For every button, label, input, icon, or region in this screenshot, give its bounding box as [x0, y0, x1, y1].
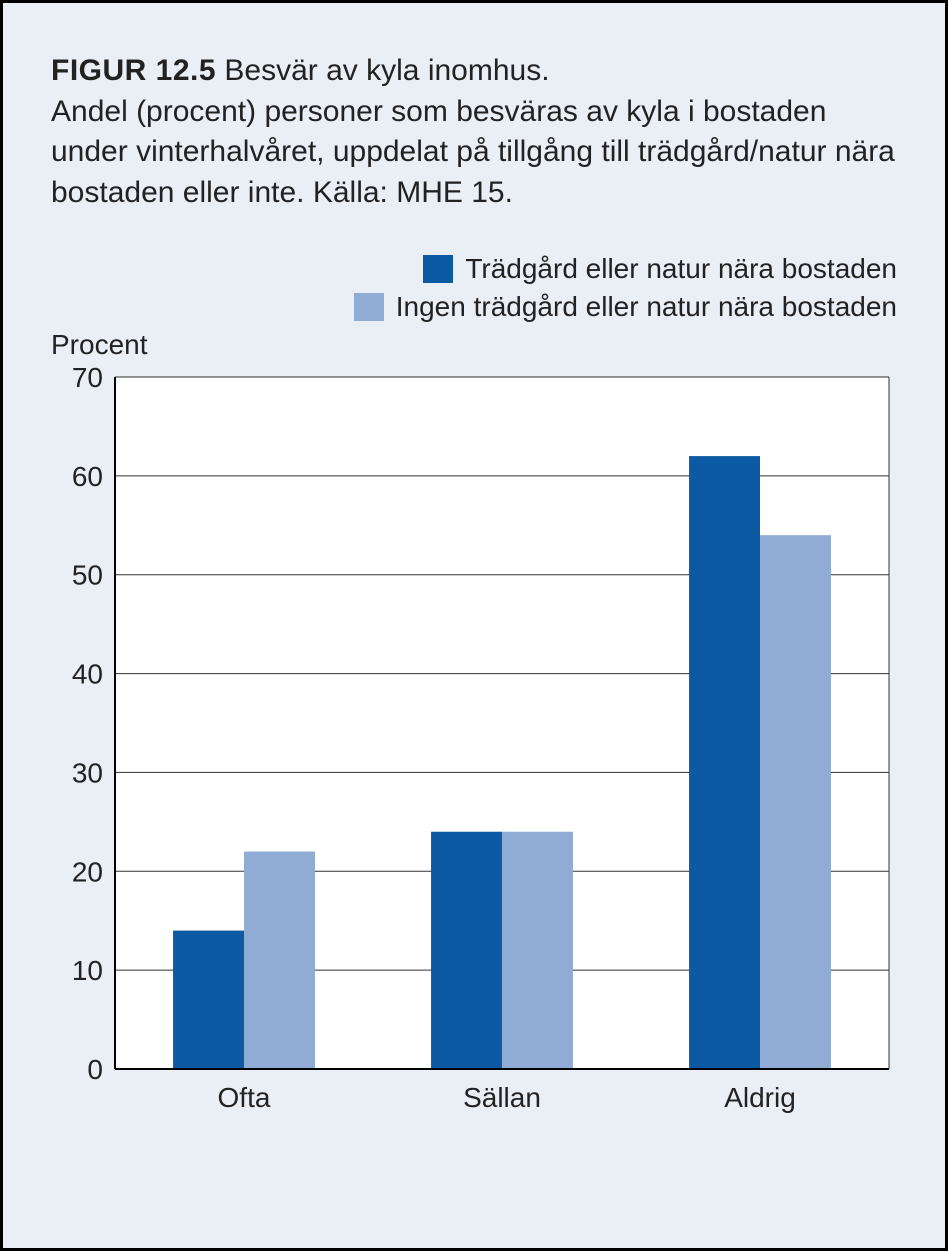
legend-item-0: Trädgård eller natur nära bostaden: [423, 253, 897, 285]
x-tick-label: Ofta: [218, 1082, 271, 1113]
y-tick-label: 40: [72, 659, 103, 690]
figure-body: Andel (procent) personer som besväras av…: [51, 95, 895, 209]
bar: [173, 931, 244, 1069]
chart-area: 0 10 20 30 40 50 60 70 Ofta Sällan Aldrig: [51, 365, 897, 1125]
figure-caption: FIGUR 12.5 Besvär av kyla inomhus. Andel…: [51, 51, 897, 213]
bar-chart: 0 10 20 30 40 50 60 70 Ofta Sällan Aldrig: [51, 365, 899, 1125]
figure-title: Besvär av kyla inomhus.: [224, 54, 549, 87]
figure-label: FIGUR 12.5: [51, 54, 216, 87]
bar: [689, 456, 760, 1069]
y-tick-label: 50: [72, 560, 103, 591]
y-tick-label: 70: [72, 365, 103, 393]
figure-container: FIGUR 12.5 Besvär av kyla inomhus. Andel…: [0, 0, 948, 1251]
bar: [502, 832, 573, 1069]
legend-swatch-0: [423, 255, 453, 283]
y-tick-label: 10: [72, 955, 103, 986]
y-tick-label: 60: [72, 461, 103, 492]
legend-label-0: Trädgård eller natur nära bostaden: [465, 253, 897, 285]
x-tick-label: Sällan: [463, 1082, 541, 1113]
bar: [244, 852, 315, 1069]
legend-item-1: Ingen trädgård eller natur nära bostaden: [354, 291, 897, 323]
bar: [760, 535, 831, 1069]
legend-label-1: Ingen trädgård eller natur nära bostaden: [396, 291, 897, 323]
y-axis-title: Procent: [51, 329, 897, 361]
chart-legend: Trädgård eller natur nära bostaden Ingen…: [51, 253, 897, 323]
x-tick-label: Aldrig: [724, 1082, 796, 1113]
legend-swatch-1: [354, 293, 384, 321]
y-tick-label: 20: [72, 856, 103, 887]
y-tick-label: 30: [72, 757, 103, 788]
y-tick-label: 0: [87, 1054, 103, 1085]
bar: [431, 832, 502, 1069]
